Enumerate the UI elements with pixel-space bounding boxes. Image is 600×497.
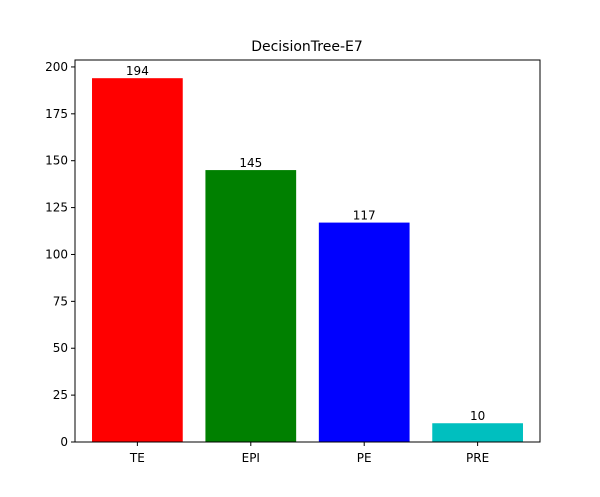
y-tick-label: 75 — [53, 294, 68, 308]
bars — [92, 78, 523, 442]
x-tick-label: PE — [357, 451, 372, 465]
bar-pre — [432, 423, 523, 442]
bar-labels: 194 145 117 10 — [126, 64, 485, 423]
bar-value-label: 117 — [353, 209, 376, 223]
bar-epi — [205, 170, 297, 442]
y-tick-label: 175 — [45, 107, 68, 121]
bar-value-label: 194 — [126, 64, 149, 78]
y-tick-label: 25 — [53, 388, 68, 402]
x-tick-label: EPI — [242, 451, 260, 465]
plot-frame — [74, 59, 541, 443]
y-tick-label: 150 — [45, 154, 68, 168]
bar-value-label: 10 — [470, 409, 485, 423]
x-tick-label: PRE — [466, 451, 489, 465]
bar-value-label: 145 — [239, 156, 262, 170]
chart-title: DecisionTree-E7 — [251, 39, 363, 55]
y-tick-label: 200 — [45, 60, 68, 74]
y-tick-label: 125 — [45, 201, 68, 215]
bar-te — [92, 78, 183, 442]
y-tick-label: 50 — [53, 341, 68, 355]
bar-pe — [318, 222, 410, 442]
y-tick-label: 0 — [60, 435, 68, 449]
y-axis: 0 25 50 75 100 125 150 175 200 — [45, 60, 75, 449]
x-tick-label: TE — [129, 451, 145, 465]
y-tick-label: 100 — [45, 247, 68, 261]
x-axis: TE EPI PE PRE — [129, 442, 489, 465]
